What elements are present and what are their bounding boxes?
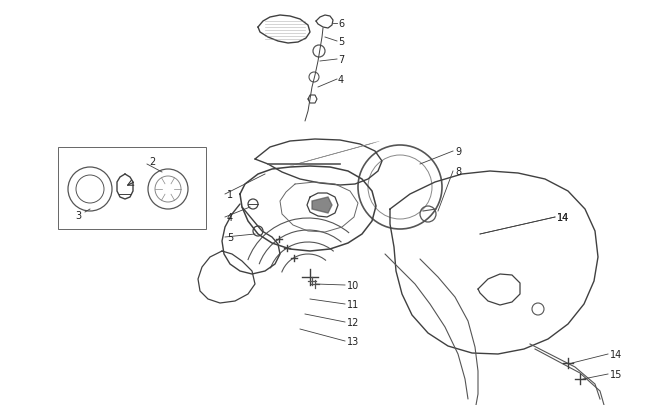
- Text: 6: 6: [338, 19, 344, 29]
- Text: 3: 3: [75, 211, 81, 220]
- Text: 14: 14: [557, 213, 569, 222]
- Text: 5: 5: [338, 37, 344, 47]
- Text: 5: 5: [227, 232, 233, 243]
- Text: 14: 14: [610, 349, 622, 359]
- Polygon shape: [312, 198, 332, 213]
- Text: 15: 15: [610, 369, 622, 379]
- Text: 4: 4: [338, 75, 344, 85]
- Text: 2: 2: [149, 157, 155, 166]
- Text: 14: 14: [557, 213, 569, 222]
- Text: 13: 13: [347, 336, 359, 346]
- Text: 1: 1: [227, 190, 233, 200]
- Bar: [58, 148, 206, 230]
- Text: 4: 4: [227, 213, 233, 222]
- Text: 8: 8: [455, 166, 461, 177]
- Text: 11: 11: [347, 299, 359, 309]
- Text: 9: 9: [455, 147, 461, 157]
- Text: 10: 10: [347, 280, 359, 290]
- Text: 12: 12: [347, 317, 359, 327]
- Text: 7: 7: [338, 55, 344, 65]
